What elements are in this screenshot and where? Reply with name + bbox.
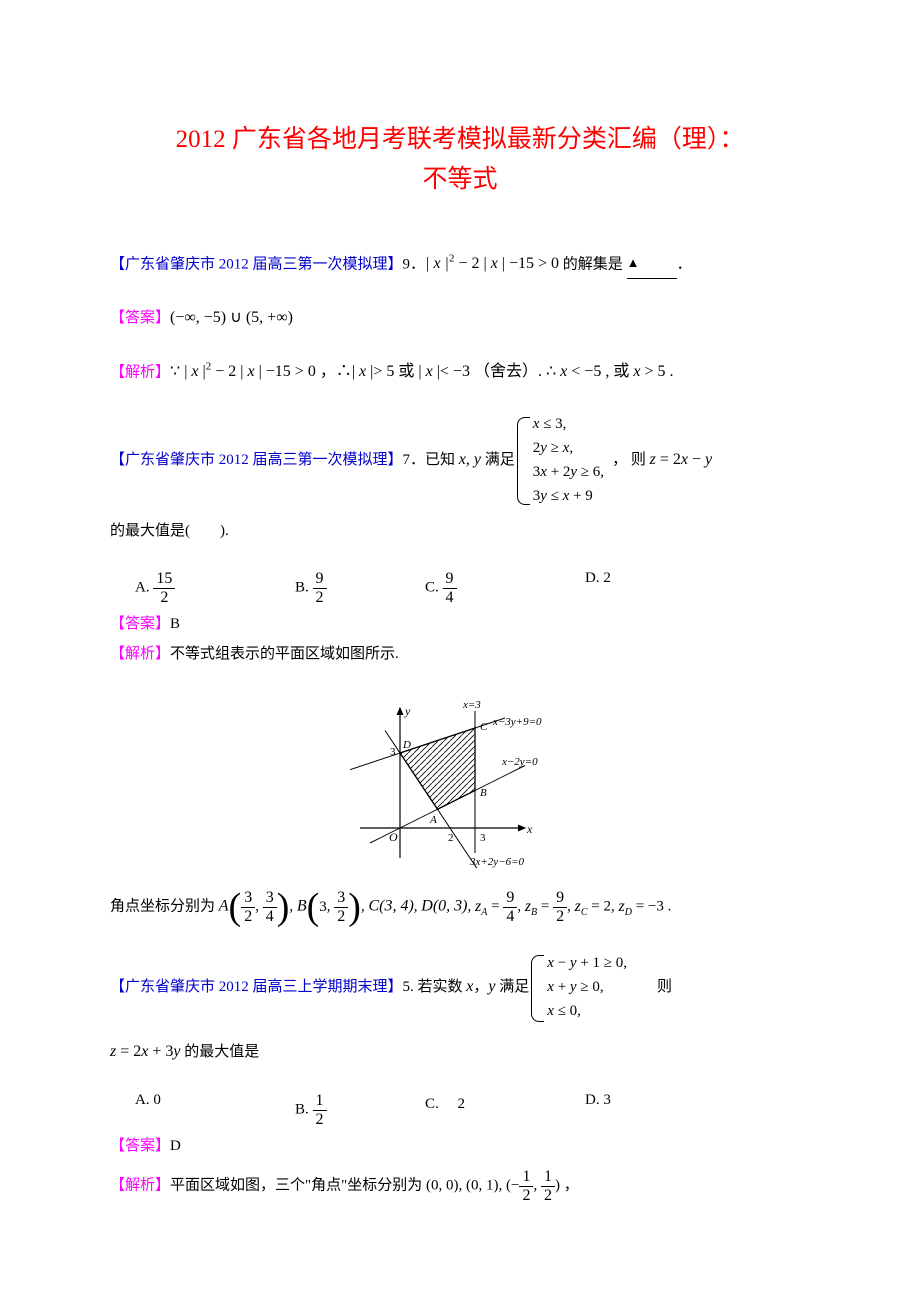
problem-2-answer-value: B [170,616,180,632]
point-D: D [402,739,411,751]
constraint-3: 3x + 2y ≥ 6, [533,460,604,484]
option-a: A. 152 [135,570,295,606]
problem-3-answer: 【答案】D [110,1133,810,1160]
problem-2-vars: x, y [459,451,481,468]
constraint-1: x ≤ 3, [533,412,604,436]
point-C: C [480,721,488,733]
axis-y-label: y [404,704,411,718]
option-3d: D. 3 [585,1092,685,1128]
problem-3-var-y: y [488,978,495,995]
problem-3-mid: 满足 [496,979,530,995]
tick-y3: 3 [390,746,396,758]
problem-1-analysis: 【解析】∵ | x |2 − 2 | x | −15 > 0 ，∴| x |> … [110,358,810,387]
answer-label-3: 【答案】 [110,1138,170,1154]
problem-2-corners: 角点坐标分别为 A(32, 34), B(3, 32), C(3, 4), D(… [110,888,810,926]
problem-3-pre: 若实数 [418,979,467,995]
problem-2-source: 【广东省肇庆市 2012 届高三第一次模拟理】 [110,452,403,468]
line-x3-label: x=3 [462,699,481,711]
option-c: C. 94 [425,570,585,606]
problem-1: 【广东省肇庆市 2012 届高三第一次模拟理】9．| x |2 − 2 | x … [110,250,810,279]
corners-prefix: 角点坐标分别为 [110,899,219,915]
constraint-3-2: x + y ≥ 0, [547,975,627,999]
answer-label-2: 【答案】 [110,616,170,632]
point-A: A [429,814,437,826]
line-eq2-label: x−2y=0 [501,756,538,768]
problem-1-text-after: 的解集是 [559,256,627,272]
option-d: D. 2 [585,570,685,606]
constraint-3-3: x ≤ 0, [547,999,627,1023]
tick-2: 2 [448,832,454,844]
problem-3-answer-value: D [170,1138,181,1154]
document-title: 2012 广东省各地月考联考模拟最新分类汇编（理）： 不等式 [110,120,810,200]
problem-1-analysis-math: ∵ | x |2 − 2 | x | −15 > 0 ，∴| x |> 5 或 … [170,363,673,380]
axis-x-label: x [526,822,533,836]
problem-3-options: A. 0 B. 12 C. 2 D. 3 [110,1092,810,1128]
problem-1-source: 【广东省肇庆市 2012 届高三第一次模拟理】 [110,256,403,272]
analysis-label: 【解析】 [110,364,170,380]
problem-1-answer: 【答案】(−∞, −5) ∪ (5, +∞) [110,304,810,333]
analysis-label-2: 【解析】 [110,646,170,662]
problem-2-end: 的最大值是( ). [110,518,810,545]
diagram-svg: 2 3 3 y x O A B C D x=3 x−3y+9=0 x−2y=0 … [330,693,590,868]
problem-2-analysis-text: 不等式组表示的平面区域如图所示. [170,646,399,662]
problem-1-math: | x |2 − 2 | x | −15 > 0 [425,255,559,272]
line-eq1-label: x−3y+9=0 [492,716,542,728]
option-3c: C. 2 [425,1092,585,1128]
problem-2-number: 7． [403,452,426,468]
problem-1-answer-math: (−∞, −5) ∪ (5, +∞) [170,309,293,326]
problem-3-after: 则 [642,979,672,995]
problem-2-z: z = 2x − y [650,451,713,468]
problem-2-mid: 满足 [481,452,515,468]
problem-2-pre: 已知 [425,452,459,468]
point-B: B [480,787,487,799]
problem-3-source: 【广东省肇庆市 2012 届高三上学期期末理】 [110,979,403,995]
problem-2-analysis: 【解析】不等式组表示的平面区域如图所示. [110,641,810,668]
constraint-4: 3y ≤ x + 9 [533,484,604,508]
title-line-2: 不等式 [110,160,810,200]
answer-blank: ▲ [627,251,677,279]
option-3b: B. 12 [295,1092,425,1128]
tick-3: 3 [480,832,486,844]
problem-3-z: z = 2x + 3y 的最大值是 [110,1038,810,1067]
option-3a: A. 0 [135,1092,295,1128]
problem-1-number: 9． [403,256,426,272]
answer-label: 【答案】 [110,310,170,326]
period: ． [677,256,692,272]
problem-3-analysis-text: 平面区域如图，三个"角点"坐标分别为 [170,1178,426,1194]
problem-2-answer: 【答案】B [110,611,810,638]
problem-2: 【广东省肇庆市 2012 届高三第一次模拟理】7．已知 x, y 满足 x ≤ … [110,412,810,508]
problem-3-analysis: 【解析】平面区域如图，三个"角点"坐标分别为 (0, 0), (0, 1), (… [110,1168,810,1204]
constraint-system: x ≤ 3, 2y ≥ x, 3x + 2y ≥ 6, 3y ≤ x + 9 [515,412,604,508]
line-eq3-label: 3x+2y−6=0 [469,856,525,868]
problem-3: 【广东省肇庆市 2012 届高三上学期期末理】5. 若实数 x，y 满足 x −… [110,951,810,1023]
title-line-1: 2012 广东省各地月考联考模拟最新分类汇编（理）： [110,120,810,160]
problem-2-options: A. 152 B. 92 C. 94 D. 2 [110,570,810,606]
feasible-region-diagram: 2 3 3 y x O A B C D x=3 x−3y+9=0 x−2y=0 … [110,693,810,873]
problem-3-z-after: 的最大值是 [181,1044,260,1060]
analysis-label-3: 【解析】 [110,1178,170,1194]
constraint-system-3: x − y + 1 ≥ 0, x + y ≥ 0, x ≤ 0, [529,951,627,1023]
problem-3-number: 5. [403,979,418,995]
constraint-3-1: x − y + 1 ≥ 0, [547,951,627,975]
origin-label: O [389,830,398,844]
option-b: B. 92 [295,570,425,606]
problem-2-after: ， 则 [612,452,650,468]
constraint-2: 2y ≥ x, [533,436,604,460]
